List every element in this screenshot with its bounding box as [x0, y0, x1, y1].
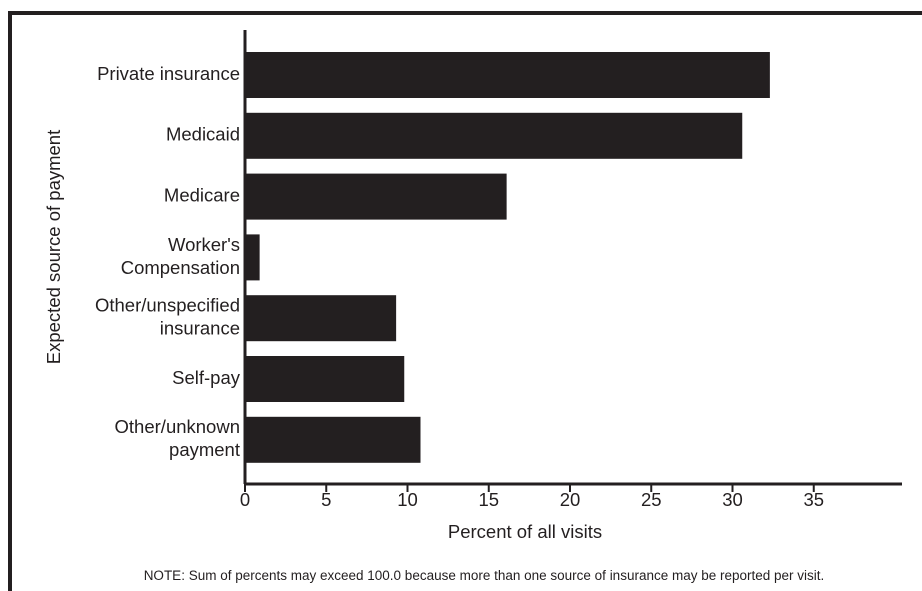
bar-3 — [245, 173, 507, 220]
x-tick-label-30: 30 — [722, 489, 743, 510]
x-axis-title: Percent of all visits — [448, 521, 602, 542]
chart-note: NOTE: Sum of percents may exceed 100.0 b… — [144, 568, 825, 583]
figure-frame — [8, 11, 922, 591]
bar-6 — [245, 356, 405, 402]
bars-group — [245, 52, 770, 463]
category-label-2: Medicaid — [166, 124, 240, 145]
y-axis-title: Expected source of payment — [43, 130, 64, 364]
category-label-3: Medicare — [164, 184, 240, 205]
bar-2 — [245, 112, 743, 159]
bar-7 — [245, 416, 421, 463]
x-ticks-group: 0 5 10 15 20 25 30 35 — [240, 484, 824, 510]
x-tick-label-5: 5 — [321, 489, 331, 510]
category-label-6: Self-pay — [172, 367, 241, 388]
category-label-1: Private insurance — [97, 63, 240, 84]
category-labels-group: Private insurance Medicaid Medicare Worker'… — [95, 63, 241, 460]
bar-4 — [245, 234, 260, 281]
x-tick-label-20: 20 — [560, 489, 581, 510]
category-label-7-line-1: Other/unknown — [115, 416, 240, 437]
x-tick-label-10: 10 — [397, 489, 418, 510]
bar-1 — [245, 52, 770, 98]
category-label-5-line-1: Other/unspecified — [95, 295, 240, 316]
category-label-7-line-2: payment — [169, 439, 240, 460]
x-tick-label-25: 25 — [641, 489, 662, 510]
bar-5 — [245, 295, 397, 342]
category-label-4-line-1: Worker's — [168, 234, 240, 255]
x-tick-label-35: 35 — [803, 489, 824, 510]
x-tick-label-15: 15 — [478, 489, 499, 510]
category-label-5-line-2: insurance — [160, 318, 240, 339]
category-label-4-line-2: Compensation — [121, 257, 240, 278]
x-tick-label-0: 0 — [240, 489, 250, 510]
